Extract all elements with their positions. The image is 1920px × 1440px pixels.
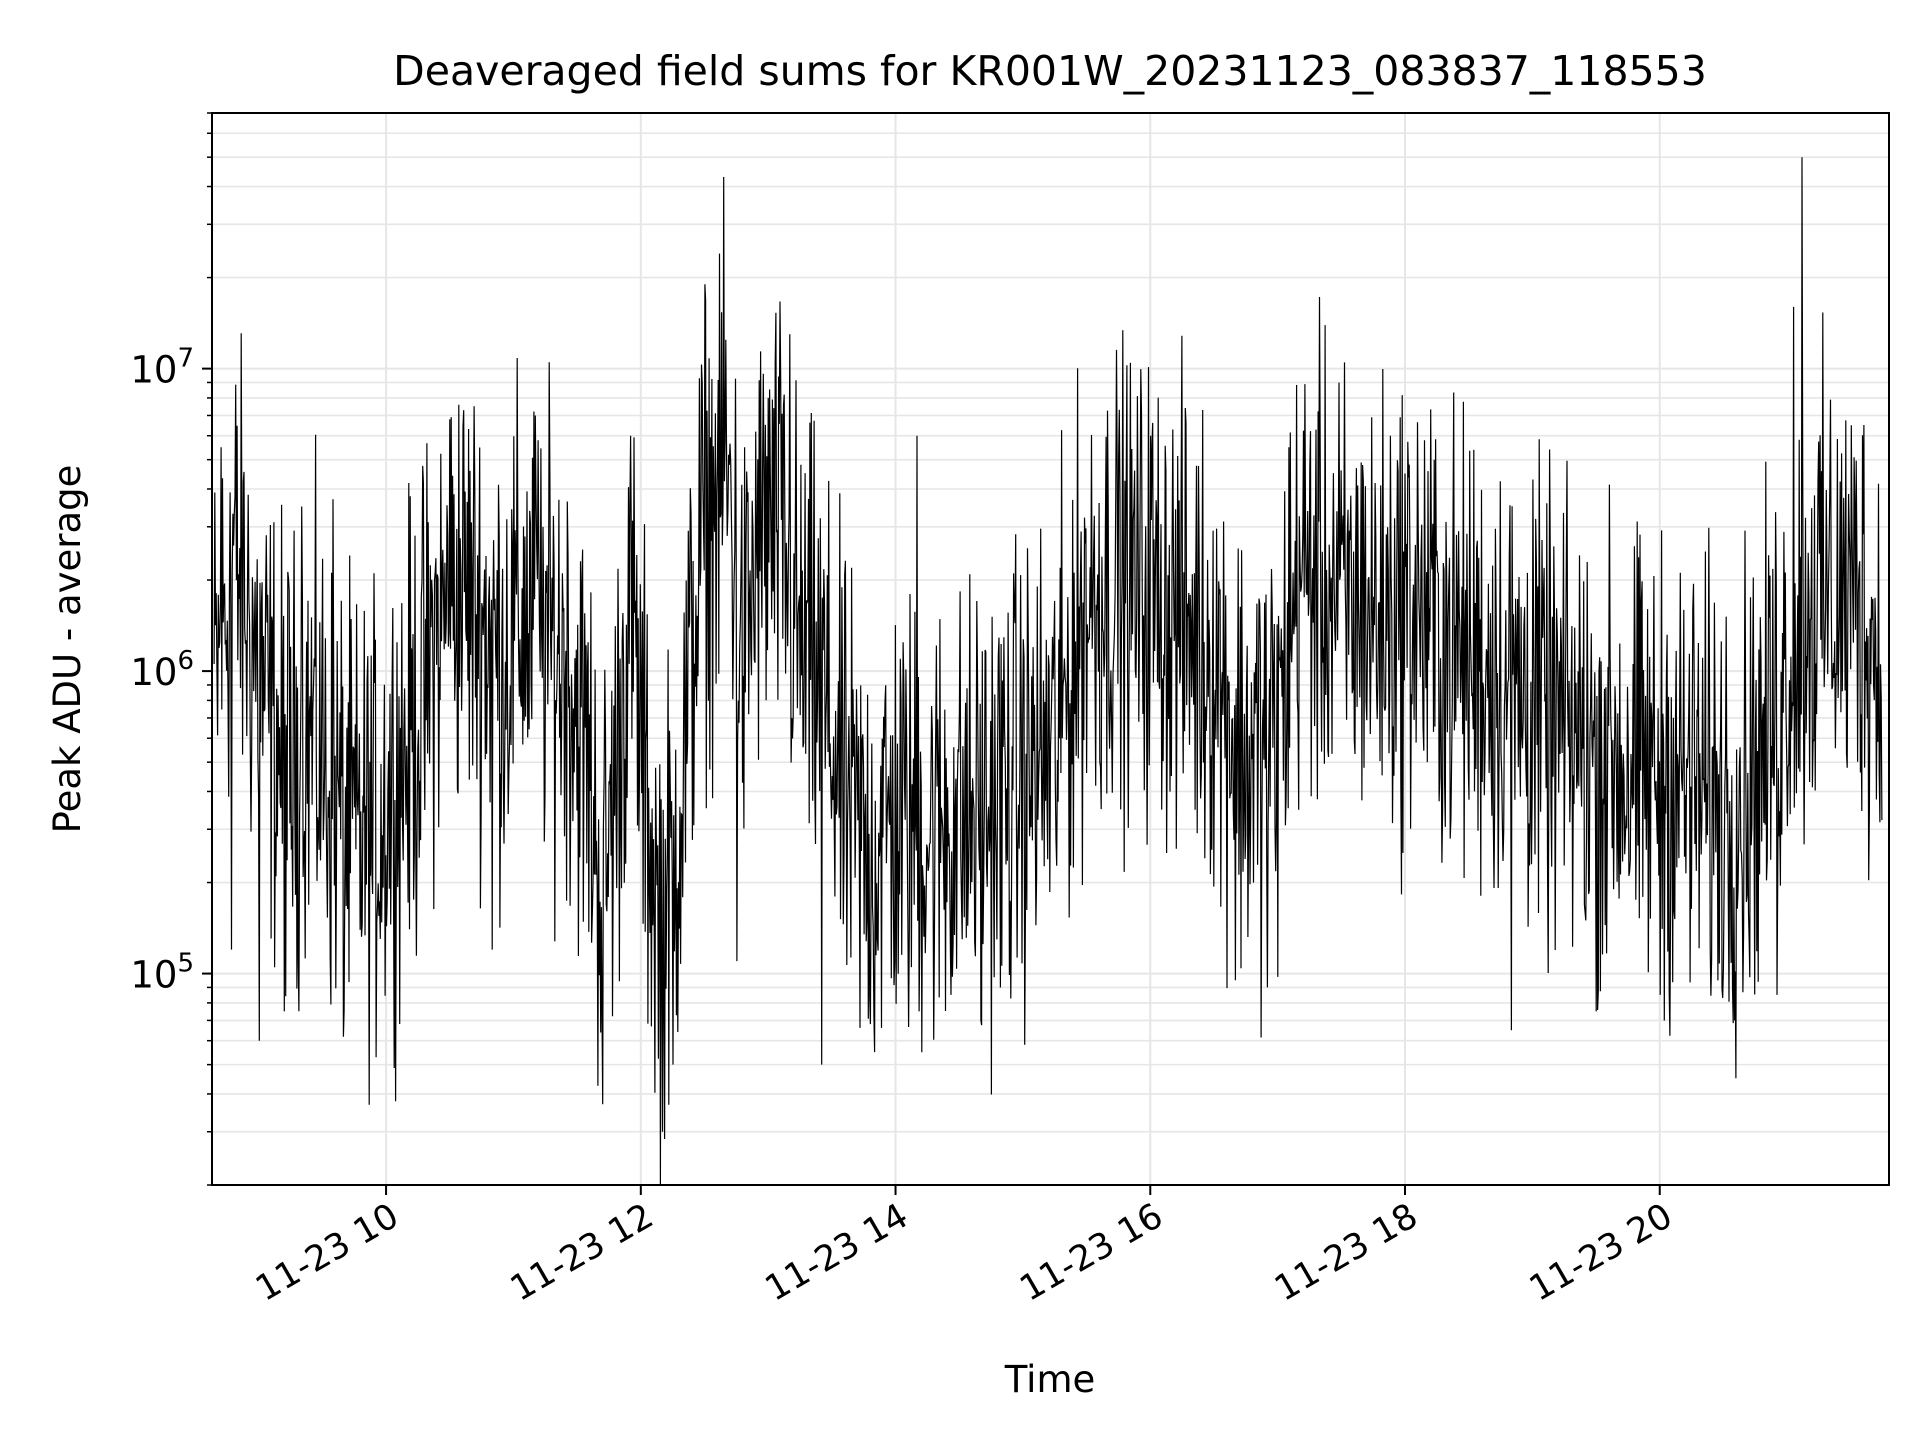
series-line bbox=[213, 157, 1883, 1186]
y-axis: 105 106 107 bbox=[130, 112, 212, 1186]
chart-title: Deaveraged field sums for KR001W_2023112… bbox=[393, 47, 1707, 95]
y-tick-label: 107 bbox=[130, 344, 194, 392]
y-tick-label: 106 bbox=[130, 646, 194, 694]
x-axis-label: Time bbox=[1004, 1358, 1096, 1401]
y-tick-label: 105 bbox=[130, 949, 194, 997]
axes-frame bbox=[211, 112, 1890, 1186]
y-axis-label: Peak ADU - average bbox=[46, 465, 89, 834]
plot-area bbox=[213, 157, 1883, 1186]
